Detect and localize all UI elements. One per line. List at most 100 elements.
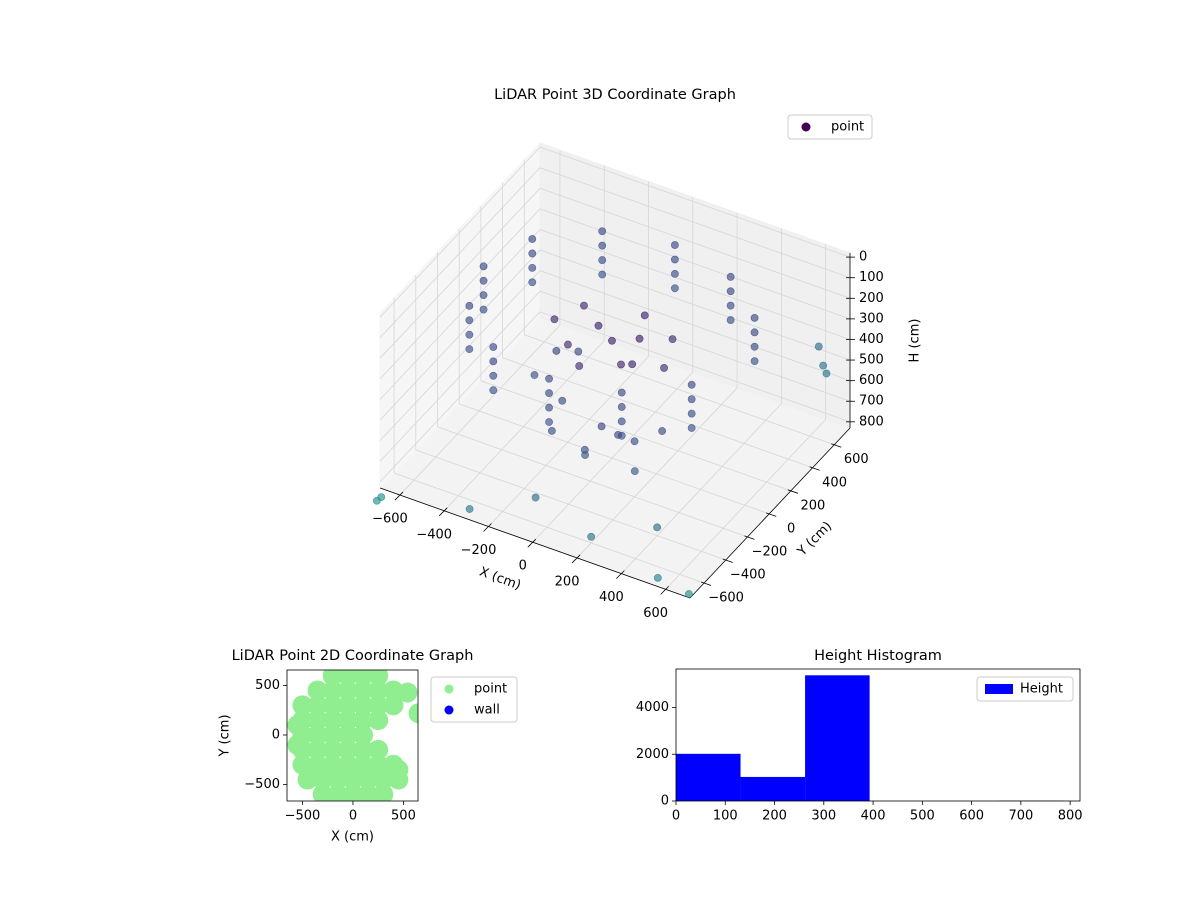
tick-mark <box>744 535 755 540</box>
point <box>489 386 498 395</box>
grid-line <box>502 357 813 469</box>
point <box>353 680 374 701</box>
grid-line <box>539 270 851 382</box>
y-tick-label: 0 <box>787 521 795 536</box>
point <box>397 682 418 703</box>
legend-marker <box>985 684 1013 694</box>
point <box>327 784 348 801</box>
grid-line <box>621 403 782 574</box>
point <box>635 334 644 343</box>
x-axis-label: X (cm) <box>331 830 374 845</box>
bar <box>676 753 741 801</box>
axis-line <box>379 487 691 599</box>
point <box>465 505 474 513</box>
point <box>822 369 831 378</box>
grid-line <box>379 188 541 359</box>
point <box>322 695 343 716</box>
point <box>312 784 333 801</box>
point <box>670 241 679 249</box>
point <box>337 739 358 760</box>
point <box>580 301 588 310</box>
x-tick-label: 0 <box>349 809 357 824</box>
point <box>297 769 318 790</box>
point <box>687 380 696 389</box>
tick-mark <box>483 523 492 532</box>
point <box>558 396 567 405</box>
point <box>597 422 606 431</box>
point <box>670 255 679 264</box>
legend: point <box>787 114 873 140</box>
point <box>528 263 537 272</box>
point <box>368 680 389 701</box>
point <box>322 739 343 760</box>
point <box>598 241 607 250</box>
point <box>489 357 498 366</box>
point <box>658 427 667 435</box>
grid-line <box>379 290 541 462</box>
bar <box>805 675 870 801</box>
legend-label: wall <box>474 703 500 718</box>
z-tick-label: 200 <box>859 291 884 306</box>
grid-line <box>539 208 851 320</box>
x-tick-label: −500 <box>285 809 321 824</box>
point <box>598 227 607 236</box>
z-tick-label: 300 <box>859 311 884 326</box>
point <box>337 695 358 716</box>
grid-line <box>399 324 561 496</box>
point <box>353 670 374 686</box>
point <box>479 291 488 300</box>
point <box>368 739 389 760</box>
point <box>307 680 328 701</box>
point <box>373 769 394 790</box>
z-tick-label: 700 <box>859 394 884 409</box>
y-tick-label: 400 <box>822 475 847 490</box>
y-tick-label: 0 <box>661 794 669 809</box>
point <box>373 784 394 801</box>
x-tick-label: 100 <box>713 809 738 824</box>
x-tick-label: 300 <box>811 809 836 824</box>
legend-label: Height <box>1020 682 1063 697</box>
point <box>337 725 358 746</box>
tick-mark <box>722 558 733 563</box>
point <box>608 336 616 345</box>
point <box>368 695 389 716</box>
tick-mark <box>809 466 820 471</box>
y-tick-label: 500 <box>255 678 280 693</box>
tick-mark <box>700 581 712 586</box>
point <box>287 734 308 755</box>
z-tick-label: 0 <box>859 250 867 265</box>
bar <box>740 776 806 801</box>
point <box>322 680 343 701</box>
grid-line <box>393 472 705 584</box>
y-tick-label: 0 <box>272 728 280 743</box>
point <box>545 403 553 412</box>
y-tick-label: −600 <box>708 591 744 606</box>
point <box>292 695 313 716</box>
grid-line <box>459 403 770 515</box>
point <box>337 680 358 701</box>
grid-line <box>379 208 541 380</box>
z-tick-label: 800 <box>859 414 884 429</box>
point <box>750 357 759 366</box>
point <box>372 496 381 505</box>
chart-title: Height Histogram <box>814 648 942 664</box>
point <box>388 759 409 780</box>
grid-line <box>665 419 826 590</box>
grid-line <box>539 146 851 258</box>
point <box>575 362 584 370</box>
z-tick-label: 600 <box>859 373 884 388</box>
grid-line <box>437 426 748 538</box>
y-tick-label: −500 <box>244 777 280 792</box>
point <box>528 249 537 258</box>
point <box>684 590 693 598</box>
chart-title: LiDAR Point 2D Coordinate Graph <box>232 648 474 664</box>
point <box>653 573 662 582</box>
point <box>630 467 639 476</box>
legend-box <box>976 676 1074 702</box>
point <box>687 424 696 432</box>
x-tick-label: 500 <box>391 809 416 824</box>
z-tick-label: 100 <box>859 270 884 285</box>
grid-line <box>539 249 851 361</box>
x-tick-label: 200 <box>762 809 787 824</box>
legend-marker <box>444 705 454 715</box>
